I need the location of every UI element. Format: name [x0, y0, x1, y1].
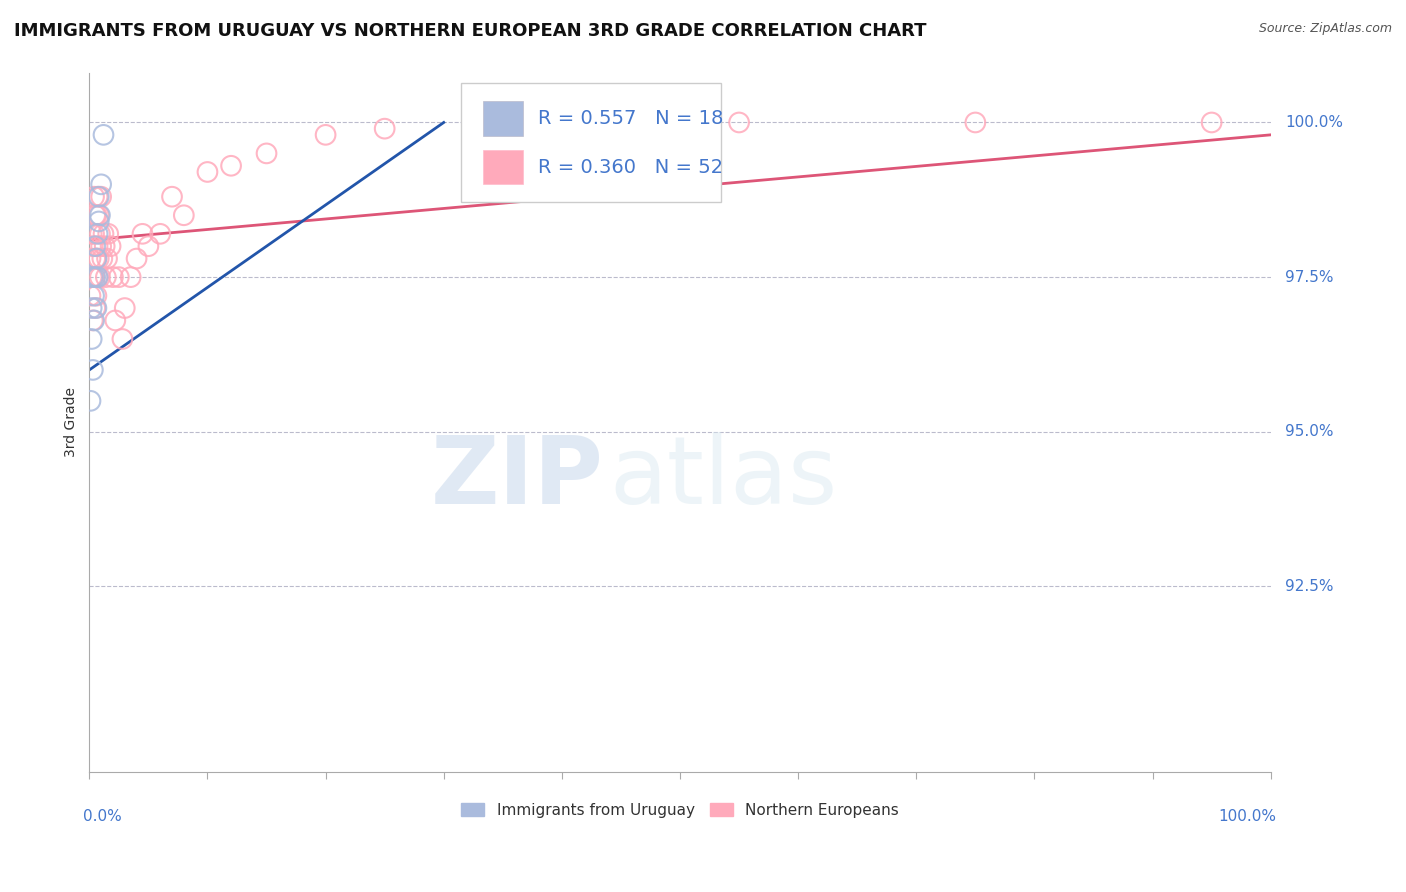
Point [125, 252, 148, 266]
Point [197, 165, 219, 179]
Point [728, 115, 751, 129]
Point [96, 252, 118, 266]
Text: 100.0%: 100.0% [1285, 115, 1343, 130]
Point [87, 190, 110, 204]
Point [86, 190, 108, 204]
Point [84, 270, 107, 285]
Point [86, 288, 108, 302]
Point [86, 270, 108, 285]
Point [120, 270, 142, 285]
Point [82, 239, 104, 253]
Point [315, 128, 337, 142]
Point [82, 363, 104, 377]
Point [79, 252, 101, 266]
Point [89, 227, 111, 241]
Point [80, 301, 103, 315]
Point [84, 239, 107, 253]
Point [101, 270, 124, 285]
Point [100, 239, 122, 253]
Text: R = 0.360   N = 52: R = 0.360 N = 52 [538, 158, 723, 177]
Point [79, 288, 101, 302]
Point [82, 313, 104, 327]
Point [149, 227, 172, 241]
Point [93, 239, 115, 253]
Point [965, 115, 987, 129]
Point [1201, 115, 1223, 129]
Point [104, 313, 127, 327]
Point [86, 252, 108, 266]
Point [83, 190, 105, 204]
Point [83, 270, 105, 285]
Text: 97.5%: 97.5% [1285, 269, 1333, 285]
Point [114, 301, 136, 315]
Legend: Immigrants from Uruguay, Northern Europeans: Immigrants from Uruguay, Northern Europe… [456, 797, 905, 824]
Point [219, 159, 242, 173]
Point [83, 288, 105, 302]
Point [94, 270, 117, 285]
Point [90, 239, 112, 253]
Point [86, 270, 108, 285]
Y-axis label: 3rd Grade: 3rd Grade [65, 387, 79, 458]
Point [80, 332, 103, 346]
Point [83, 313, 105, 327]
FancyBboxPatch shape [461, 84, 721, 202]
Point [79, 393, 101, 408]
Text: 92.5%: 92.5% [1285, 579, 1333, 594]
Point [131, 227, 153, 241]
Text: atlas: atlas [609, 433, 838, 524]
Point [87, 208, 110, 222]
Point [82, 270, 104, 285]
Point [86, 239, 108, 253]
Point [97, 227, 120, 241]
Point [84, 208, 107, 222]
Point [138, 239, 160, 253]
Point [90, 178, 112, 192]
Point [87, 214, 110, 228]
Point [83, 227, 105, 241]
FancyBboxPatch shape [482, 150, 523, 185]
Text: R = 0.557   N = 18: R = 0.557 N = 18 [538, 109, 724, 128]
Point [89, 208, 111, 222]
Point [173, 208, 195, 222]
Point [111, 332, 134, 346]
Point [492, 115, 515, 129]
Point [91, 252, 114, 266]
Point [87, 252, 110, 266]
Point [84, 252, 107, 266]
Point [86, 252, 108, 266]
Point [80, 227, 103, 241]
Point [86, 301, 108, 315]
Point [256, 146, 278, 161]
Text: IMMIGRANTS FROM URUGUAY VS NORTHERN EUROPEAN 3RD GRADE CORRELATION CHART: IMMIGRANTS FROM URUGUAY VS NORTHERN EURO… [14, 22, 927, 40]
Point [108, 270, 131, 285]
Point [80, 270, 103, 285]
Point [86, 208, 108, 222]
Text: Source: ZipAtlas.com: Source: ZipAtlas.com [1258, 22, 1392, 36]
FancyBboxPatch shape [482, 102, 523, 136]
Text: 95.0%: 95.0% [1285, 425, 1333, 439]
Point [93, 128, 115, 142]
Text: ZIP: ZIP [430, 433, 603, 524]
Point [160, 190, 183, 204]
Text: 100.0%: 100.0% [1219, 809, 1277, 824]
Point [93, 227, 115, 241]
Point [374, 121, 396, 136]
Text: 0.0%: 0.0% [83, 809, 122, 824]
Point [84, 301, 107, 315]
Point [90, 190, 112, 204]
Point [89, 270, 111, 285]
Point [86, 227, 108, 241]
